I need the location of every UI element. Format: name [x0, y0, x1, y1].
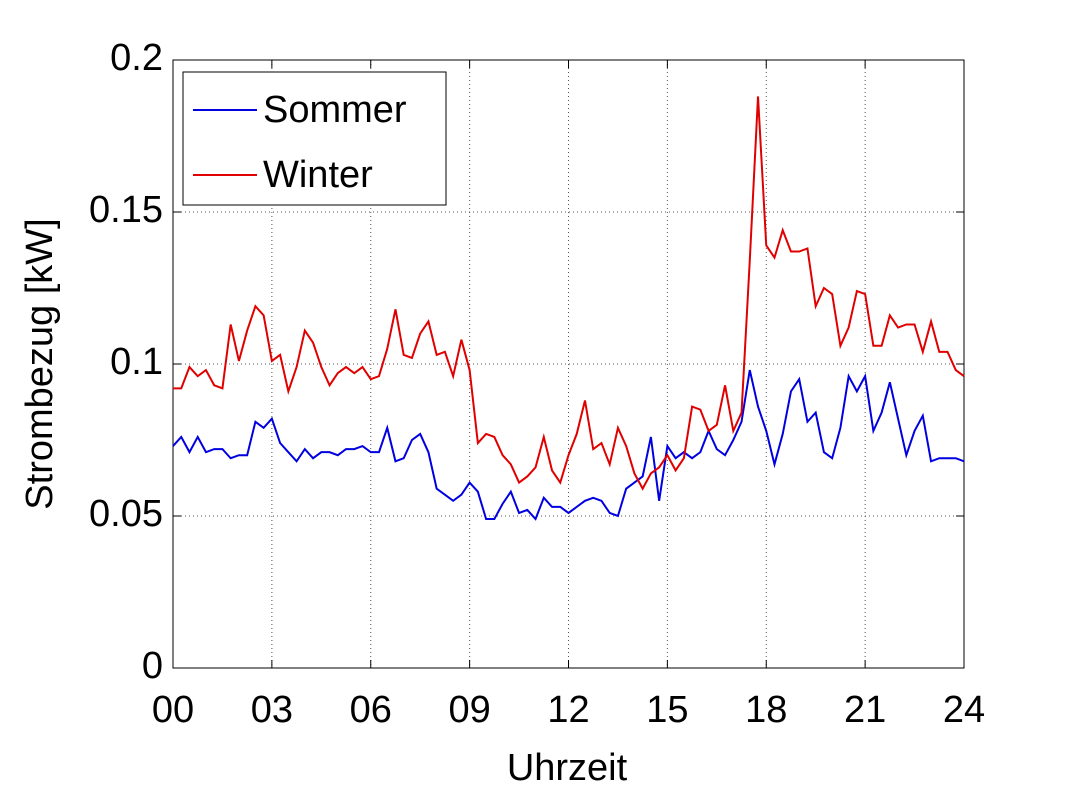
- x-tick-label: 15: [646, 689, 688, 731]
- y-tick-label: 0.1: [110, 341, 163, 383]
- legend-label: Sommer: [263, 89, 407, 131]
- x-tick-label: 12: [547, 689, 589, 731]
- y-tick-label: 0: [142, 645, 163, 687]
- x-tick-label: 09: [448, 689, 490, 731]
- x-axis-label: Uhrzeit: [507, 747, 628, 789]
- line-series: [173, 96, 965, 491]
- x-tick-label: 03: [251, 689, 293, 731]
- y-tick-label: 0.15: [89, 189, 163, 231]
- x-tick-label: 00: [152, 689, 194, 731]
- y-tick-label: 0.2: [110, 37, 163, 79]
- x-tick-label: 06: [350, 689, 392, 731]
- x-tick-label: 24: [943, 689, 985, 731]
- y-axis-label: Strombezug [kW]: [19, 218, 61, 509]
- x-tick-label: 18: [745, 689, 787, 731]
- y-tick-label: 0.05: [89, 493, 163, 535]
- x-tick-label: 21: [844, 689, 886, 731]
- line-series: [172, 369, 965, 521]
- legend-box: [182, 71, 447, 206]
- plot-frame: [172, 59, 965, 669]
- legend-label: Winter: [263, 154, 373, 196]
